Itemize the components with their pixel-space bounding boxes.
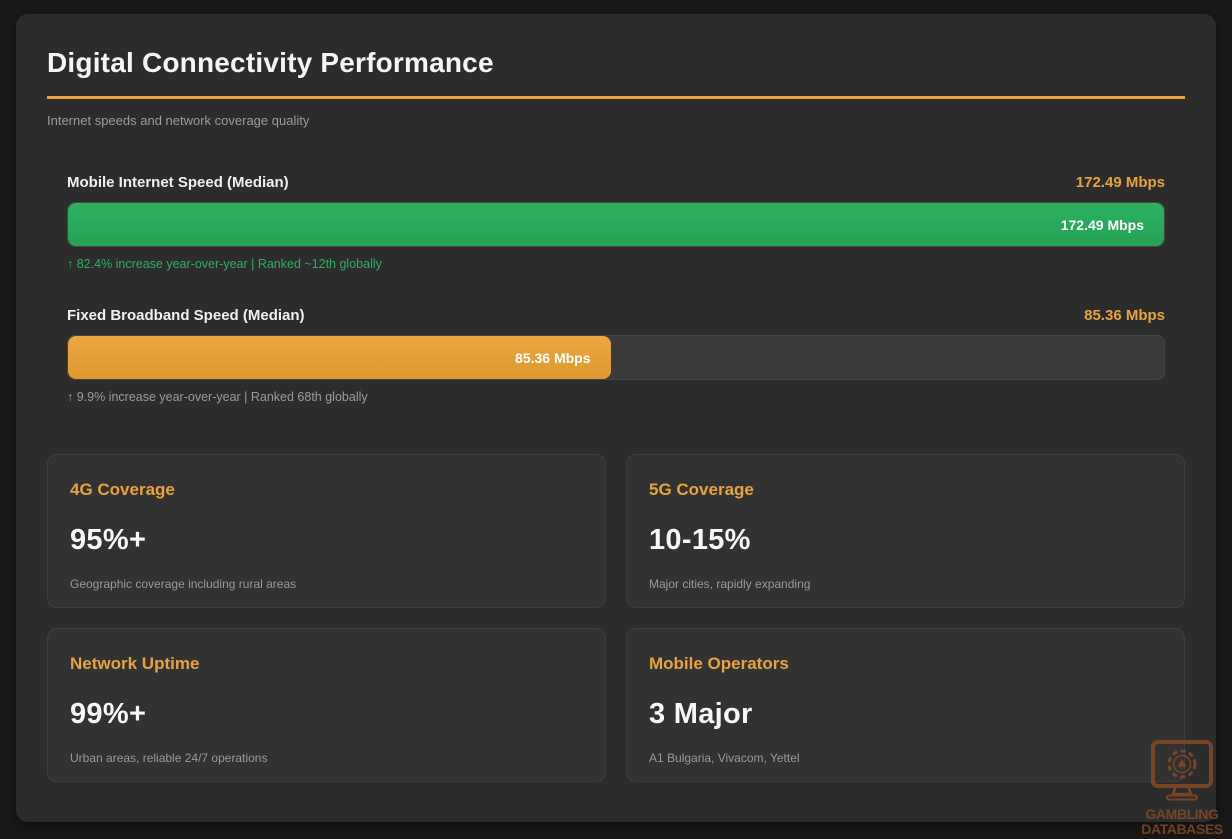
card-caption: A1 Bulgaria, Vivacom, Yettel (649, 751, 800, 765)
bar-caption: ↑ 9.9% increase year-over-year | Ranked … (67, 390, 368, 404)
page-title: Digital Connectivity Performance (47, 47, 494, 78)
bar-caption: ↑ 82.4% increase year-over-year | Ranked… (67, 257, 382, 271)
dashboard-panel: Digital Connectivity Performance Interne… (16, 14, 1216, 822)
bar-label: Fixed Broadband Speed (Median) (67, 307, 305, 324)
progress-bar-fill: 172.49 Mbps (68, 203, 1164, 246)
progress-bar-track: 85.36 Mbps (67, 335, 1165, 380)
card-5g-coverage: 5G Coverage 10-15% Major cities, rapidly… (626, 454, 1185, 608)
card-title: 4G Coverage (70, 480, 175, 499)
metric-fixed-broadband-speed: Fixed Broadband Speed (Median) 85.36 Mbp… (47, 307, 1185, 404)
title-accent-rule (47, 96, 1185, 99)
speed-bars-section: Mobile Internet Speed (Median) 172.49 Mb… (47, 174, 1185, 404)
bar-inner-value: 172.49 Mbps (1060, 216, 1144, 233)
card-caption: Urban areas, reliable 24/7 operations (70, 751, 268, 765)
progress-bar-fill: 85.36 Mbps (68, 336, 611, 379)
card-mobile-operators: Mobile Operators 3 Major A1 Bulgaria, Vi… (626, 628, 1185, 782)
metric-mobile-internet-speed: Mobile Internet Speed (Median) 172.49 Mb… (47, 174, 1185, 271)
stat-cards-grid: 4G Coverage 95%+ Geographic coverage inc… (47, 454, 1185, 782)
card-value: 3 Major (649, 698, 753, 730)
card-caption: Geographic coverage including rural area… (70, 577, 297, 591)
bar-inner-value: 85.36 Mbps (515, 349, 591, 366)
card-value: 10-15% (649, 524, 751, 556)
card-4g-coverage: 4G Coverage 95%+ Geographic coverage inc… (47, 454, 606, 608)
card-value: 99%+ (70, 698, 147, 730)
card-title: 5G Coverage (649, 480, 754, 499)
card-caption: Major cities, rapidly expanding (649, 577, 811, 591)
bar-value: 172.49 Mbps (1075, 174, 1165, 191)
bar-label: Mobile Internet Speed (Median) (67, 174, 289, 191)
bar-value: 85.36 Mbps (1084, 307, 1165, 324)
card-title: Network Uptime (70, 654, 200, 673)
bar-header: Fixed Broadband Speed (Median) 85.36 Mbp… (67, 307, 1165, 324)
card-value: 95%+ (70, 524, 147, 556)
progress-bar-track: 172.49 Mbps (67, 202, 1165, 247)
card-title: Mobile Operators (649, 654, 789, 673)
card-network-uptime: Network Uptime 99%+ Urban areas, reliabl… (47, 628, 606, 782)
bar-header: Mobile Internet Speed (Median) 172.49 Mb… (67, 174, 1165, 191)
page-subtitle: Internet speeds and network coverage qua… (47, 113, 310, 128)
watermark-text-line2: DATABASES (1141, 821, 1223, 837)
